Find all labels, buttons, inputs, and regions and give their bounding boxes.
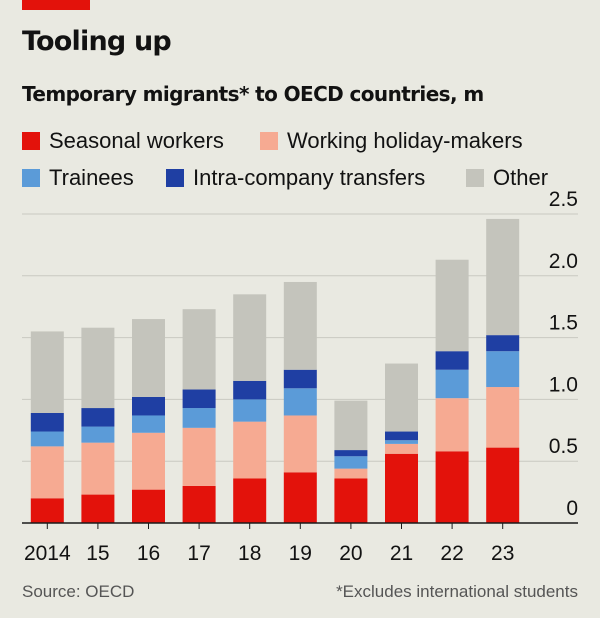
x-tick-label: 20 [339,542,362,565]
bar-segment [385,443,418,454]
source-note: Source: OECD [22,582,135,601]
legend-swatch-working-holiday-makers [260,132,278,150]
y-tick-label: 2.0 [549,250,578,273]
legend-label-other: Other [493,165,549,190]
legend-item-intra-company-transfers: Intra-company transfers [166,165,425,191]
y-tick-label: 1.5 [549,312,578,335]
bar-segment [334,478,368,523]
bar-segment [385,453,418,523]
bar-segment [435,259,469,352]
bar-segment [132,432,165,490]
legend-item-seasonal-workers: Seasonal workers [22,128,224,154]
bar-segment [233,294,267,381]
legend-label-trainees: Trainees [49,165,134,190]
bar-segment [486,335,520,352]
y-tick-label: 0 [566,497,578,520]
legend-item-other: Other [466,165,548,191]
bar-segment [486,447,520,523]
bar-segment [132,319,165,397]
y-tick-label: 1.0 [549,373,578,396]
bar-segment [334,400,368,451]
bar-segment [30,498,64,523]
bar-segment [385,363,418,432]
x-tick-label: 15 [86,542,109,565]
y-tick-label: 2.5 [549,188,578,211]
bar-segment [283,281,317,370]
bar-segment [30,331,64,413]
bar-segment [385,440,418,444]
y-tick-label: 0.5 [549,435,578,458]
legend-swatch-intra-company-transfers [166,169,184,187]
bar-segment [283,415,317,473]
bar-segment [334,468,368,479]
bar-segment [30,412,64,432]
bar-segment [30,446,64,499]
x-tick-label: 22 [440,542,463,565]
x-tick-label: 2014 [24,542,71,565]
bar-segment [334,450,368,457]
x-tick-label: 19 [289,542,312,565]
legend-swatch-trainees [22,169,40,187]
bar-segment [81,408,115,427]
footnote: *Excludes international students [336,582,578,601]
bar-segment [283,388,317,416]
axes: 0 0.5 1.0 1.5 2.0 2.5 2014 15 16 17 18 19 20 21 22 23 [22,188,578,565]
legend-swatch-seasonal-workers [22,132,40,150]
x-tick-label: 18 [238,542,261,565]
bar-segment [435,398,469,452]
x-tick-label: 23 [491,542,514,565]
bar-segment [81,327,115,409]
x-tick-label: 16 [137,542,160,565]
bar-segment [132,415,165,433]
bar-segment [486,387,520,448]
legend-label-seasonal-workers: Seasonal workers [49,128,224,153]
bar-segment [435,369,469,399]
bar-segment [182,427,216,486]
bar-segment [182,309,216,390]
bar-segment [81,494,115,523]
bar-segment [486,218,520,336]
bar-segment [233,421,267,479]
x-tick-label: 17 [187,542,210,565]
bar-segment [233,478,267,523]
chart-title: Tooling up [22,26,172,57]
bar-segment [385,431,418,441]
bar-segment [132,489,165,523]
bar-segment [233,399,267,422]
chart-subtitle: Temporary migrants* to OECD countries, m [22,82,484,106]
bar-segment [435,351,469,370]
bar-segment [81,426,115,443]
bars [30,218,520,523]
legend-label-working-holiday-makers: Working holiday-makers [287,128,523,153]
legend-item-working-holiday-makers: Working holiday-makers [260,128,523,154]
bar-segment [283,472,317,523]
x-tick-label: 21 [390,542,413,565]
brand-red-tab [22,0,90,10]
legend-swatch-other [466,169,484,187]
bar-segment [81,442,115,495]
bar-segment [182,389,216,409]
bar-segment [334,456,368,469]
bar-segment [486,351,520,388]
bar-segment [182,408,216,428]
legend-label-intra-company-transfers: Intra-company transfers [193,165,426,190]
bar-segment [132,396,165,416]
legend-item-trainees: Trainees [22,165,134,191]
bar-segment [435,451,469,523]
bar-segment [182,485,216,523]
bar-segment [283,369,317,389]
bar-segment [30,431,64,447]
bar-segment [233,380,267,400]
